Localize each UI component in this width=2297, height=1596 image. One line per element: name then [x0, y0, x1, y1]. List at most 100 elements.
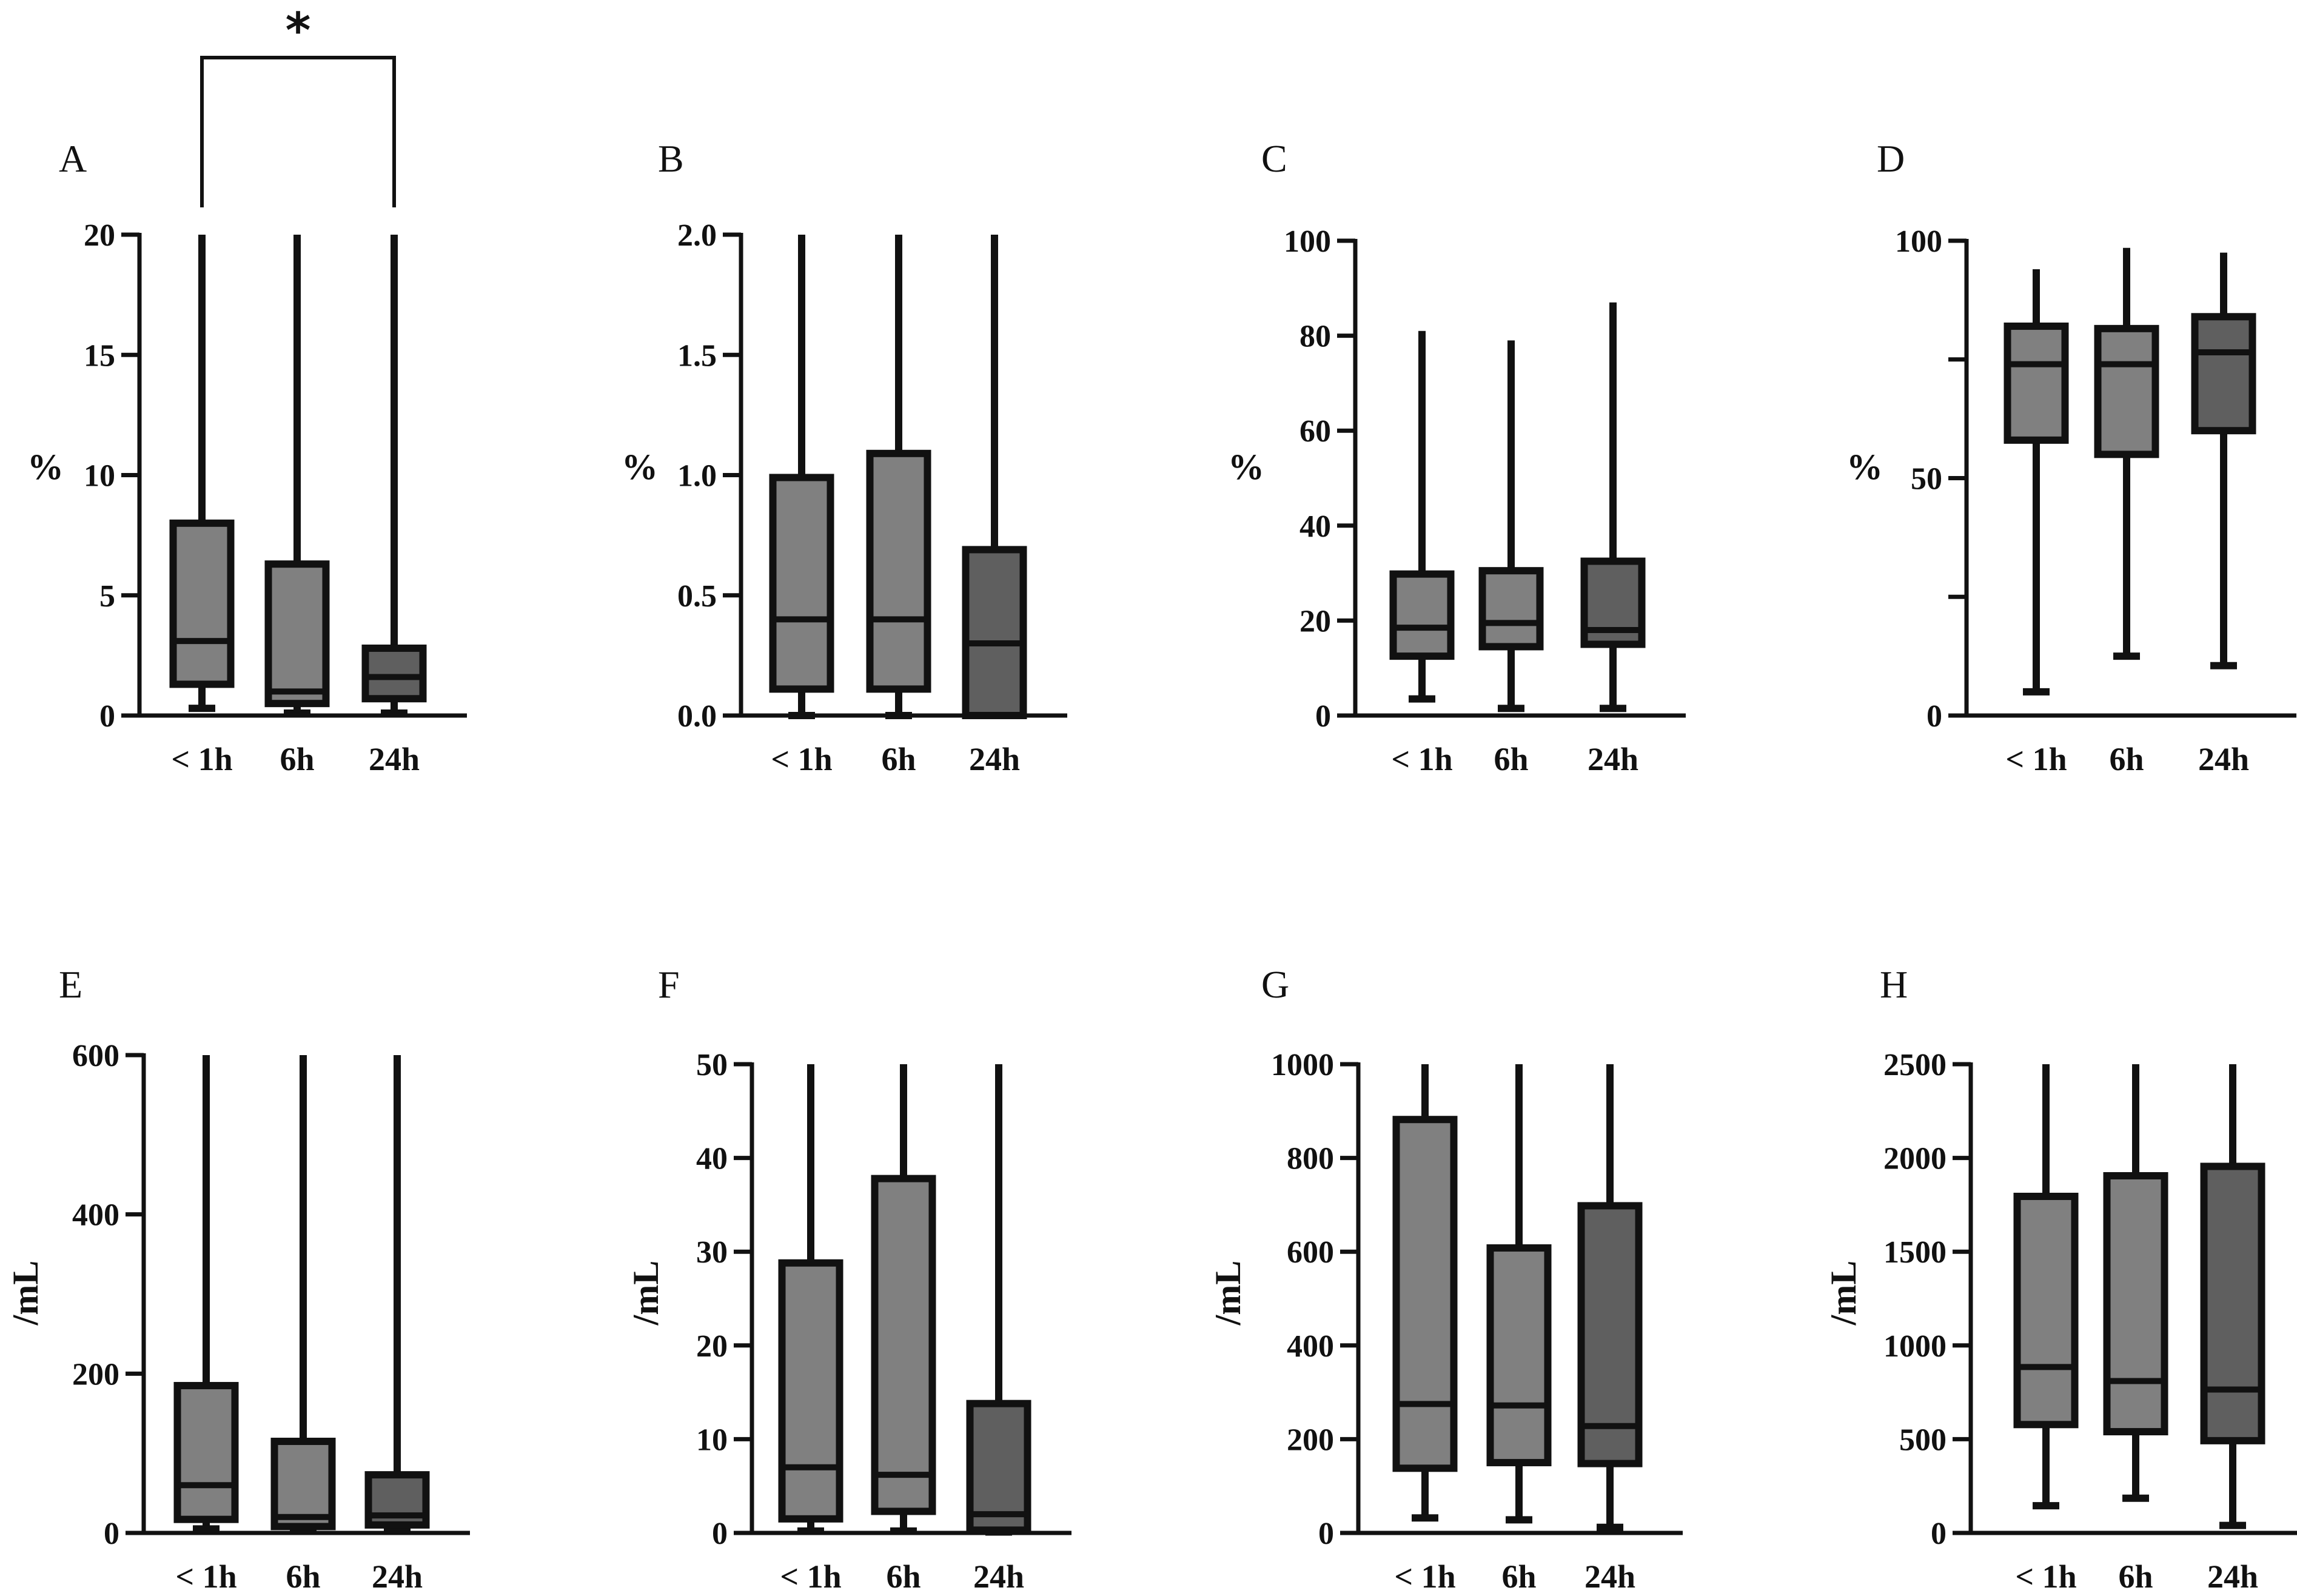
- box-1: [866, 235, 931, 719]
- box-1: [264, 235, 330, 717]
- y-tick-label: 500: [1899, 1423, 1947, 1457]
- x-tick-label: 24h: [372, 1558, 423, 1595]
- box-0: [2013, 1064, 2079, 1510]
- x-tick-label: 6h: [1501, 1558, 1536, 1595]
- y-tick-label: 0: [1318, 1517, 1334, 1551]
- y-tick-label: 20: [84, 218, 115, 253]
- panel-letter: G: [1261, 963, 1289, 1006]
- y-tick-label: 2.0: [677, 218, 717, 253]
- box-2: [364, 1055, 430, 1534]
- x-tick-label: < 1h: [2015, 1558, 2076, 1595]
- x-tick-label: < 1h: [175, 1558, 236, 1595]
- box-2: [361, 235, 427, 717]
- x-tick-label: 6h: [886, 1558, 920, 1595]
- y-axis-label: /mL: [5, 1261, 45, 1326]
- box-1: [1486, 1064, 1552, 1524]
- box-0: [2004, 269, 2069, 696]
- x-tick-label: 24h: [2198, 741, 2249, 777]
- y-tick-label: 600: [72, 1039, 119, 1073]
- y-tick-label: 40: [696, 1142, 728, 1176]
- box-0: [173, 1055, 239, 1533]
- box-2: [966, 1064, 1031, 1536]
- y-tick-label: 0.5: [677, 579, 717, 614]
- y-tick-label: 800: [1287, 1142, 1334, 1176]
- iqr-box: [2103, 1172, 2168, 1436]
- x-tick-label: 24h: [2207, 1558, 2258, 1595]
- iqr-box: [2004, 322, 2069, 444]
- box-0: [778, 1064, 843, 1535]
- y-tick-label: 1000: [1883, 1329, 1947, 1364]
- y-tick-label: 0: [104, 1517, 119, 1551]
- panel-letter: A: [59, 137, 87, 180]
- y-tick-label: 200: [72, 1357, 119, 1392]
- y-tick-label: 20: [696, 1329, 728, 1364]
- panel-letter: F: [658, 963, 680, 1006]
- x-tick-label: 6h: [280, 741, 314, 777]
- y-axis-label: %: [1228, 447, 1264, 487]
- x-tick-label: < 1h: [1394, 1558, 1455, 1595]
- box-0: [769, 235, 834, 719]
- y-tick-label: 50: [1911, 462, 1942, 497]
- box-0: [1392, 1064, 1458, 1522]
- y-tick-label: 100: [1895, 224, 1942, 259]
- y-tick-label: 80: [1299, 320, 1331, 354]
- y-tick-label: 400: [1287, 1329, 1334, 1364]
- box-1: [2103, 1064, 2168, 1502]
- x-tick-label: 6h: [2118, 1558, 2153, 1595]
- significance-bracket: [200, 56, 396, 207]
- iqr-box: [1389, 570, 1455, 660]
- y-tick-label: 2000: [1883, 1142, 1947, 1176]
- box-1: [1478, 340, 1544, 712]
- box-2: [1577, 1064, 1643, 1531]
- x-tick-label: 24h: [1588, 741, 1638, 777]
- y-tick-label: 50: [696, 1048, 728, 1082]
- y-tick-label: 200: [1287, 1423, 1334, 1457]
- box-1: [2094, 247, 2159, 660]
- box-0: [169, 235, 235, 712]
- y-axis-label: %: [622, 447, 658, 487]
- iqr-box: [169, 519, 235, 688]
- y-tick-label: 1000: [1271, 1048, 1334, 1082]
- box-2: [2200, 1064, 2265, 1529]
- x-tick-label: < 1h: [2005, 741, 2067, 777]
- iqr-box: [1577, 1202, 1643, 1467]
- panel-letter: B: [658, 137, 684, 180]
- panel-c: C 0 20 40 60 80 100% < 1h 6h 24h: [1228, 137, 1686, 777]
- y-tick-label: 0: [1926, 699, 1942, 734]
- x-tick-label: 6h: [881, 741, 916, 777]
- y-tick-label: 15: [84, 338, 115, 373]
- x-tick-label: 24h: [973, 1558, 1024, 1595]
- y-tick-label: 100: [1284, 224, 1331, 259]
- y-tick-label: 0: [712, 1517, 728, 1551]
- panel-a: A 0 5 10 15 20% < 1h 6h 24h *: [27, 2, 467, 777]
- panel-d: D 0 50 100% < 1h 6h 24h: [1846, 137, 2296, 777]
- x-tick-label: < 1h: [780, 1558, 841, 1595]
- box-2: [962, 235, 1027, 719]
- x-tick-label: < 1h: [171, 741, 232, 777]
- y-tick-label: 0.0: [677, 699, 717, 734]
- panel-letter: E: [59, 963, 82, 1006]
- y-tick-label: 30: [696, 1235, 728, 1270]
- y-tick-label: 1.5: [677, 338, 717, 373]
- panel-letter: H: [1880, 963, 1908, 1006]
- iqr-box: [1478, 567, 1544, 651]
- iqr-box: [871, 1175, 936, 1515]
- iqr-box: [866, 449, 931, 693]
- y-tick-label: 10: [84, 459, 115, 494]
- panel-b: B 0.0 0.5 1.0 1.5 2.0% < 1h 6h 24h: [622, 137, 1067, 777]
- panel-letter: D: [1877, 137, 1905, 180]
- iqr-box: [361, 644, 427, 703]
- y-tick-label: 400: [72, 1198, 119, 1233]
- iqr-box: [2094, 324, 2159, 458]
- y-tick-label: 1500: [1883, 1235, 1947, 1270]
- panel-letter: C: [1261, 137, 1287, 180]
- y-tick-label: 60: [1299, 414, 1331, 449]
- iqr-box: [173, 1382, 239, 1523]
- significance-star: *: [286, 2, 311, 59]
- x-tick-label: 24h: [369, 741, 420, 777]
- box-1: [871, 1064, 936, 1535]
- x-tick-label: 6h: [1494, 741, 1528, 777]
- iqr-box: [2200, 1162, 2265, 1444]
- y-tick-label: 0: [99, 699, 115, 734]
